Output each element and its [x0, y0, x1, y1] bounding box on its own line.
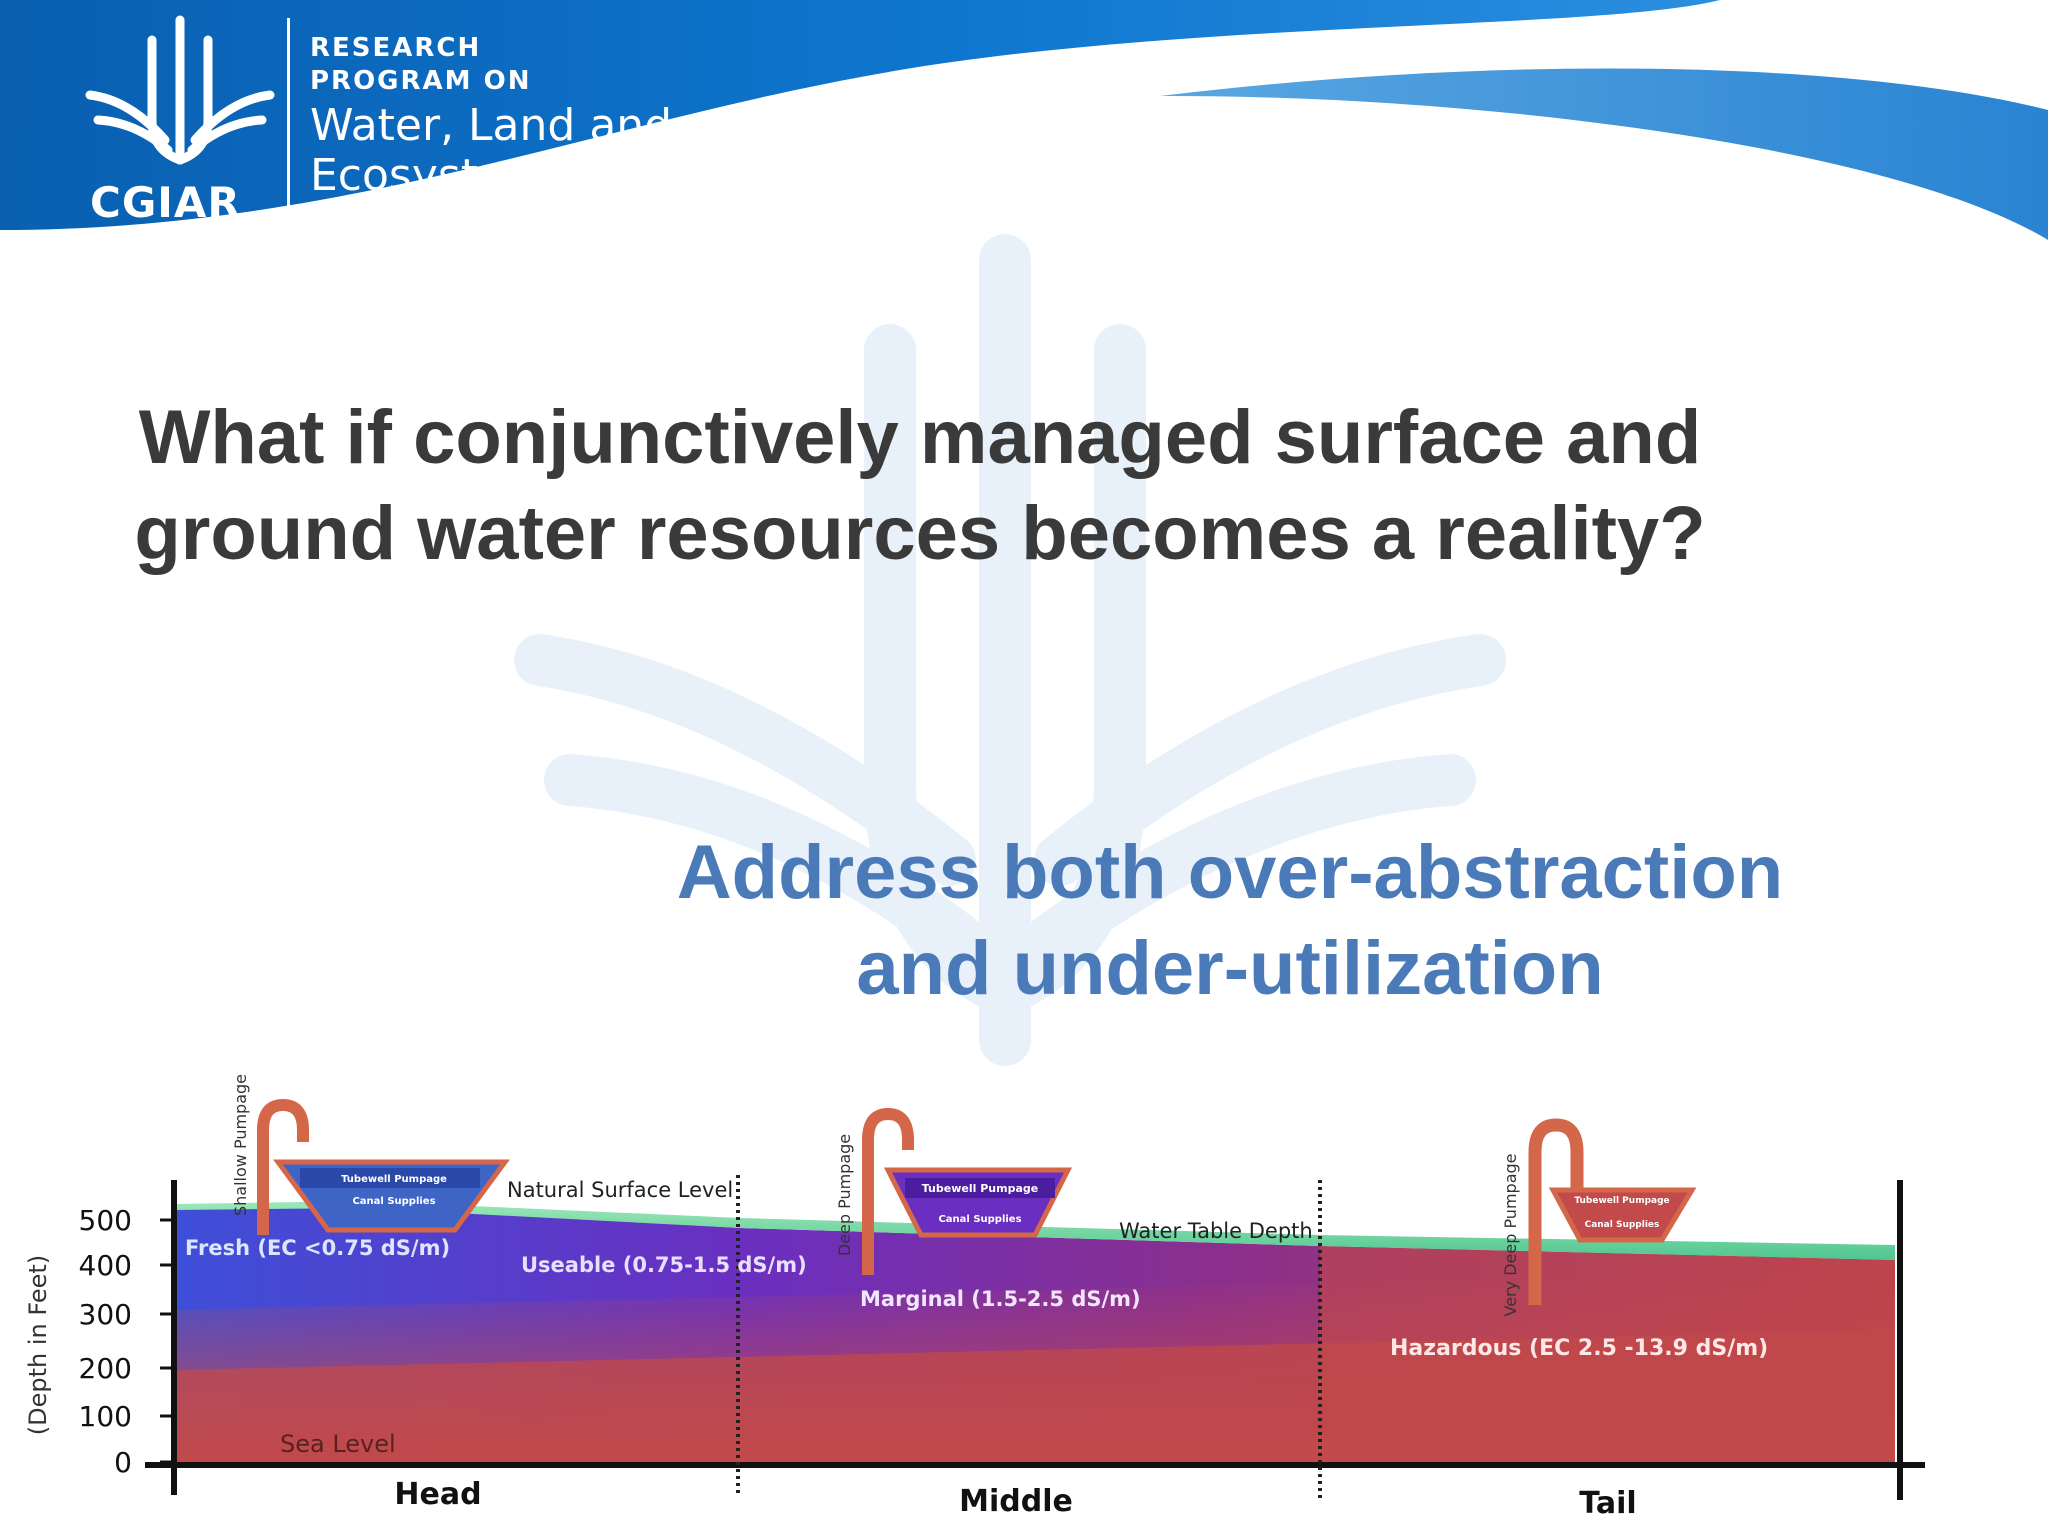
tail-canal-label: Canal Supplies: [1585, 1220, 1660, 1230]
groundwater-diagram: 500 400 300 200 100 0 (Depth in Feet) Tu…: [24, 1074, 1925, 1521]
sea-level-label: Sea Level: [280, 1430, 396, 1458]
zone-useable-label: Useable (0.75-1.5 dS/m): [521, 1253, 807, 1277]
head-tubewell-label: Tubewell Pumpage: [341, 1174, 447, 1185]
soil-cross-section: [175, 1205, 1895, 1465]
zone-fresh-label: Fresh (EC <0.75 dS/m): [185, 1236, 450, 1260]
header-banner: CGIAR RESEARCH PROGRAM ON Water, Land an…: [0, 0, 2048, 260]
program-name-line1: Water, Land and: [310, 100, 673, 151]
y-tick-label: 0: [114, 1446, 132, 1479]
water-table-label: Water Table Depth: [1119, 1219, 1313, 1243]
watermark-logo-icon: [514, 234, 1506, 1066]
y-axis-label: (Depth in Feet): [24, 1255, 52, 1435]
y-tick-label: 500: [79, 1204, 132, 1237]
section-label-middle: Middle: [959, 1484, 1073, 1519]
header-wave: [0, 0, 2048, 240]
head-pump-assembly: Tubewell Pumpage Canal Supplies: [257, 1098, 510, 1235]
logo-text: CGIAR: [90, 178, 241, 227]
section-label-tail: Tail: [1579, 1486, 1636, 1521]
section-label-head: Head: [394, 1477, 481, 1512]
natural-surface-label: Natural Surface Level: [507, 1178, 733, 1202]
zone-hazardous-label: Hazardous (EC 2.5 -13.9 dS/m): [1390, 1336, 1768, 1361]
tail-pump-label: Very Deep Pumpage: [1501, 1154, 1520, 1317]
middle-tubewell-label: Tubewell Pumpage: [922, 1182, 1038, 1195]
middle-canal-label: Canal Supplies: [938, 1214, 1021, 1225]
program-name-line2: Ecosystems: [310, 150, 571, 201]
header-divider: [287, 18, 290, 218]
tail-tubewell-label: Tubewell Pumpage: [1574, 1196, 1669, 1206]
program-label-line2: PROGRAM ON: [310, 66, 532, 96]
middle-pump-label: Deep Pumpage: [835, 1134, 854, 1256]
y-tick-label: 100: [79, 1400, 132, 1433]
subheading: Address both over-abstraction and under-…: [676, 830, 1784, 1011]
head-canal-label: Canal Supplies: [352, 1196, 435, 1207]
program-label-line1: RESEARCH: [310, 33, 482, 63]
zone-marginal-label: Marginal (1.5-2.5 dS/m): [860, 1287, 1141, 1311]
y-tick-label: 300: [79, 1298, 132, 1331]
y-tick-label: 400: [79, 1249, 132, 1282]
tail-pump-assembly: Tubewell Pumpage Canal Supplies: [1528, 1118, 1697, 1305]
y-tick-label: 200: [79, 1352, 132, 1385]
middle-pump-assembly: Tubewell Pumpage Canal Supplies: [862, 1107, 1073, 1275]
head-pump-label: Shallow Pumpage: [231, 1074, 250, 1216]
cgiar-logo-icon: [85, 15, 275, 165]
main-question: What if conjunctively managed surface an…: [134, 395, 1706, 576]
